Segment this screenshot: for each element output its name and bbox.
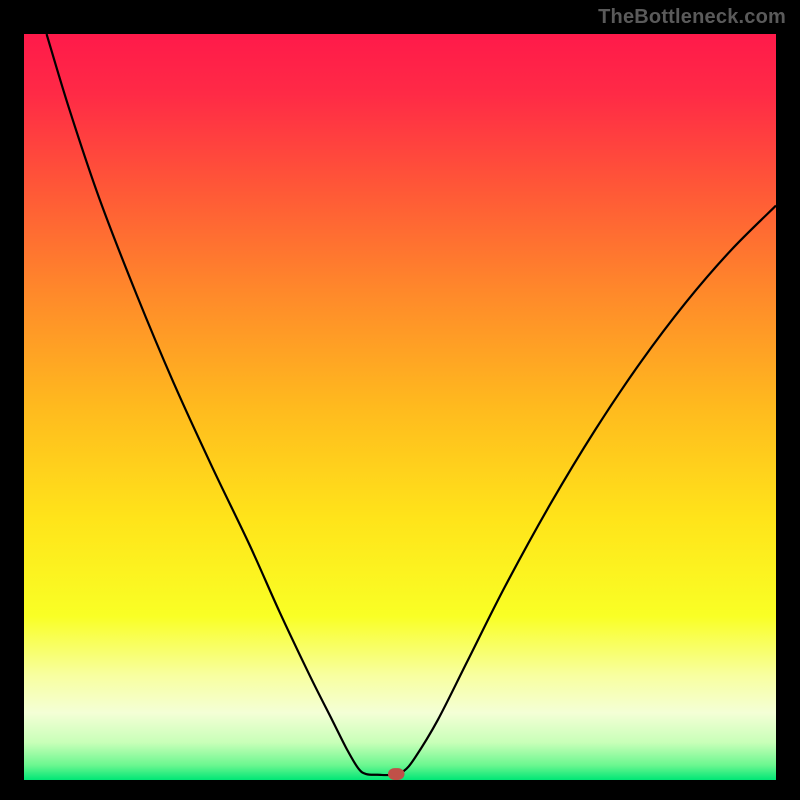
plot-area xyxy=(24,34,776,780)
curve-layer xyxy=(24,34,776,780)
minimum-marker xyxy=(388,768,405,780)
bottleneck-curve xyxy=(47,34,776,775)
watermark-text: TheBottleneck.com xyxy=(598,6,786,29)
